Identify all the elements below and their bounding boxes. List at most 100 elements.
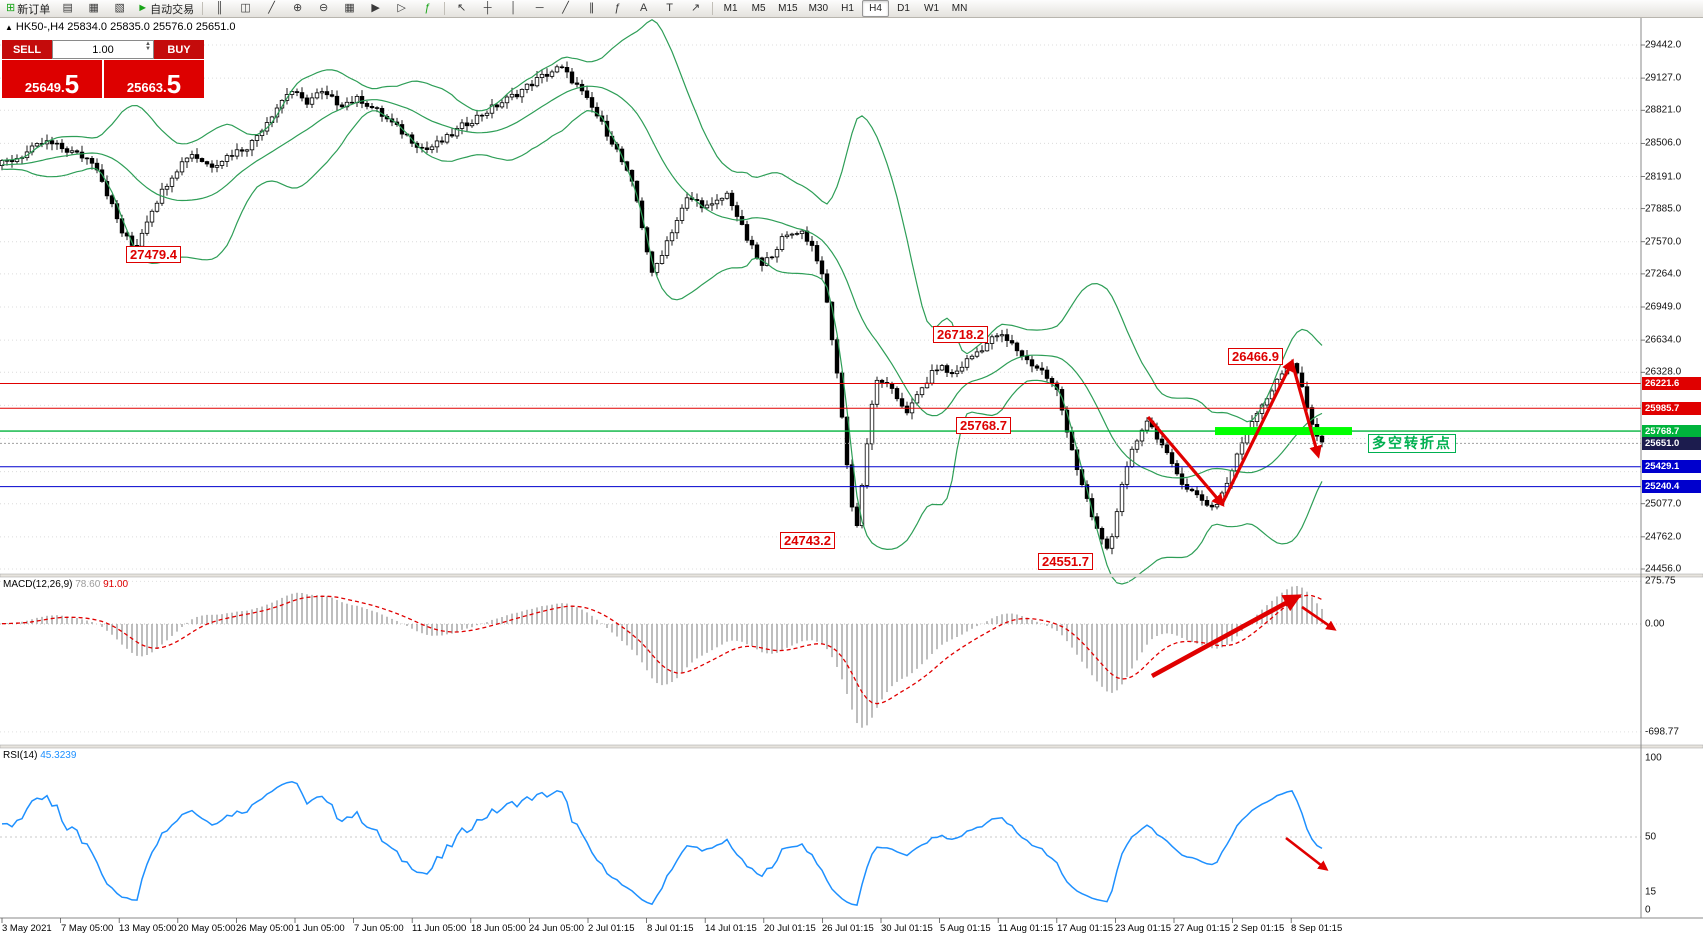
tf-m30-button[interactable]: M30 xyxy=(804,0,833,17)
market-watch-icon-icon: ▦ xyxy=(88,2,99,14)
new-order-button-label: 新订单 xyxy=(17,3,51,16)
horizontal-lines xyxy=(0,382,1641,488)
auto-scroll-icon-icon: ▶ xyxy=(371,2,380,14)
tf-d1-button-label: D1 xyxy=(897,3,910,14)
tile-windows-icon-button[interactable]: ▦ xyxy=(337,0,362,17)
price-callout[interactable]: 24551.7 xyxy=(1038,553,1093,570)
buy-button[interactable]: BUY xyxy=(154,40,204,59)
tf-w1-button-label: W1 xyxy=(924,3,940,14)
tf-h1-button-label: H1 xyxy=(841,3,854,14)
trendline-icon-button[interactable]: ╱ xyxy=(553,0,578,17)
one-click-toggle-icon[interactable]: ▲ xyxy=(5,23,13,32)
line-chart-icon-button[interactable]: ╱ xyxy=(259,0,284,17)
tf-m5-button[interactable]: M5 xyxy=(745,0,772,17)
price-callout[interactable]: 27479.4 xyxy=(126,246,181,263)
market-watch-icon-button[interactable]: ▦ xyxy=(81,0,106,17)
crosshair-icon-button[interactable]: ┼ xyxy=(475,0,500,17)
highlight-bar[interactable] xyxy=(1215,427,1352,436)
buy-price-pip: 5 xyxy=(166,68,182,99)
sell-price-pip: 5 xyxy=(64,68,80,99)
chart-title-ohlc: ▲ HK50-,H4 25834.0 25835.0 25576.0 25651.… xyxy=(5,21,236,33)
tf-m5-button-label: M5 xyxy=(751,3,766,14)
text-icon-button[interactable]: A xyxy=(631,0,656,17)
volume-field[interactable]: 1.00 ▲ ▼ xyxy=(52,40,154,59)
horizontal-line-icon-icon: ─ xyxy=(535,2,544,14)
trend-arrow[interactable] xyxy=(1150,594,1302,679)
tf-m1-button-label: M1 xyxy=(723,3,738,14)
trend-arrow[interactable] xyxy=(1290,361,1322,459)
trend-arrow[interactable] xyxy=(1301,605,1337,631)
bollinger-lower xyxy=(1,109,1323,585)
indicators-icon-button[interactable]: ƒ xyxy=(415,0,440,17)
volume-up-icon[interactable]: ▲ xyxy=(145,41,151,47)
horizontal-line-icon-button[interactable]: ─ xyxy=(527,0,552,17)
bollinger-bands xyxy=(1,18,1323,585)
sell-button[interactable]: SELL xyxy=(2,40,52,59)
main-toolbar: ⊞ 新订单 ▤ ▦ ▧ ► 自动交易 ║ ◫ ╱ ⊕ ⊖ ▦ ▶ ▷ ƒ ↖ ┼ │ ─ ╱ ∥ ƒ A T ↗ M1 M5 M15 M3… xyxy=(0,0,1703,18)
rsi-line xyxy=(1,781,1323,906)
volume-down-icon[interactable]: ▼ xyxy=(145,45,151,52)
tf-mn-button[interactable]: MN xyxy=(946,0,973,17)
tf-m30-button-label: M30 xyxy=(808,3,829,14)
bar-chart-icon-button[interactable]: ║ xyxy=(207,0,232,17)
autotrading-button-label: 自动交易 xyxy=(150,3,195,16)
trend-arrow[interactable] xyxy=(1146,415,1225,507)
price-callout[interactable]: 26718.2 xyxy=(933,326,988,343)
zoom-in-icon-button[interactable]: ⊕ xyxy=(285,0,310,17)
arrow-tool-icon-button[interactable]: ↗ xyxy=(683,0,708,17)
symbol-ohlc-text: HK50-,H4 25834.0 25835.0 25576.0 25651.0 xyxy=(15,21,236,33)
chart-windows-icon-button[interactable]: ▤ xyxy=(55,0,80,17)
toolbar-separator xyxy=(444,2,446,15)
channel-icon-button[interactable]: ∥ xyxy=(579,0,604,17)
bar-chart-icon-icon: ║ xyxy=(215,2,224,14)
one-click-trading-panel: SELL 1.00 ▲ ▼ BUY 25649. 5 25663. 5 xyxy=(2,40,204,98)
tf-m1-button[interactable]: M1 xyxy=(717,0,744,17)
trend-arrow[interactable] xyxy=(1285,836,1329,871)
macd-gridlines xyxy=(0,580,1641,733)
auto-scroll-icon-button[interactable]: ▶ xyxy=(363,0,388,17)
label-icon-button[interactable]: T xyxy=(657,0,682,17)
chart-shift-icon-icon: ▷ xyxy=(397,2,406,14)
price-callout[interactable]: 26466.9 xyxy=(1228,348,1283,365)
vertical-line-icon-icon: │ xyxy=(510,2,518,14)
rsi-indicator-label: RSI(14) 45.3239 xyxy=(3,750,77,761)
candles-layer xyxy=(0,61,1325,555)
autotrading-icon: ► xyxy=(137,2,149,14)
chart-windows-icon-icon: ▤ xyxy=(62,2,73,14)
pane-separator[interactable] xyxy=(0,573,1703,578)
autotrading-button[interactable]: ► 自动交易 xyxy=(133,0,198,17)
price-callout[interactable]: 25768.7 xyxy=(956,417,1011,434)
candlestick-chart-icon-button[interactable]: ◫ xyxy=(233,0,258,17)
label-icon-icon: T xyxy=(666,2,673,14)
cursor-icon-button[interactable]: ↖ xyxy=(449,0,474,17)
sell-price-button[interactable]: 25649. 5 xyxy=(2,60,102,98)
chart-shift-icon-button[interactable]: ▷ xyxy=(389,0,414,17)
new-order-button[interactable]: ⊞ 新订单 xyxy=(2,0,54,17)
note-annotation[interactable]: 多空转折点 xyxy=(1368,434,1456,453)
tf-d1-button[interactable]: D1 xyxy=(890,0,917,17)
crosshair-icon-icon: ┼ xyxy=(483,2,492,14)
macd-signal-line xyxy=(1,594,1323,705)
pane-separator[interactable] xyxy=(0,744,1703,749)
tf-w1-button[interactable]: W1 xyxy=(918,0,945,17)
tf-h4-button-label: H4 xyxy=(869,3,882,14)
toolbar-separator xyxy=(712,2,714,15)
tf-m15-button[interactable]: M15 xyxy=(773,0,802,17)
tf-h1-button[interactable]: H1 xyxy=(834,0,861,17)
navigator-icon-button[interactable]: ▧ xyxy=(107,0,132,17)
navigator-icon-icon: ▧ xyxy=(114,2,125,14)
tf-m15-button-label: M15 xyxy=(778,3,798,14)
tf-h4-button[interactable]: H4 xyxy=(862,0,890,17)
buy-price-button[interactable]: 25663. 5 xyxy=(104,60,204,98)
line-chart-icon-icon: ╱ xyxy=(268,2,275,14)
text-icon-icon: A xyxy=(639,2,648,14)
fibonacci-icon-icon: ƒ xyxy=(614,2,621,14)
price-callout[interactable]: 24743.2 xyxy=(780,532,835,549)
trend-arrow[interactable] xyxy=(1220,358,1294,505)
bollinger-middle xyxy=(1,85,1323,479)
zoom-out-icon-icon: ⊖ xyxy=(319,2,329,14)
vertical-line-icon-button[interactable]: │ xyxy=(501,0,526,17)
zoom-out-icon-button[interactable]: ⊖ xyxy=(311,0,336,17)
fibonacci-icon-button[interactable]: ƒ xyxy=(605,0,630,17)
